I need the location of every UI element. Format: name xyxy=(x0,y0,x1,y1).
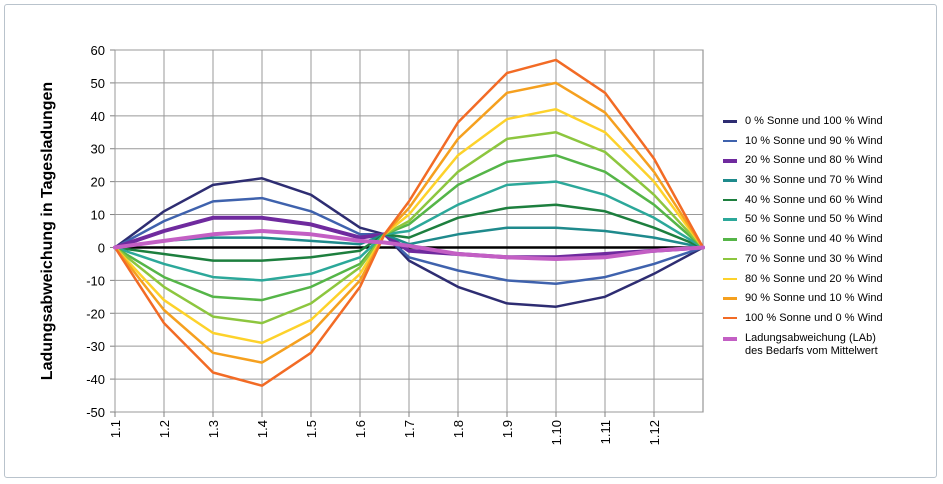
y-tick-label: 20 xyxy=(91,175,105,190)
x-tick-label: 1.9 xyxy=(500,420,515,438)
legend-swatch xyxy=(723,316,737,320)
series-line xyxy=(113,203,705,262)
legend-label: 40 % Sonne und 60 % Wind xyxy=(745,193,883,206)
legend-swatch xyxy=(723,179,737,182)
x-tick-label: 1.4 xyxy=(255,420,270,438)
legend-label: 30 % Sonne und 70 % Wind xyxy=(745,174,883,187)
legend-entry: 20 % Sonne und 80 % Wind xyxy=(723,154,938,174)
series-line xyxy=(113,154,705,302)
x-tick-label: 1.5 xyxy=(304,420,319,438)
panel-frame xyxy=(4,4,937,478)
series-line xyxy=(113,131,705,325)
legend-entry: 0 % Sonne und 100 % Wind xyxy=(723,115,938,135)
legend-swatch xyxy=(723,198,737,202)
series-line xyxy=(113,180,705,282)
x-tick-label: 1.11 xyxy=(598,420,613,444)
legend-label: 10 % Sonne und 90 % Wind xyxy=(745,134,883,147)
y-axis-title: Ladungsabweichung in Tagesladungen xyxy=(39,82,56,380)
x-tick-label: 1.12 xyxy=(647,420,662,445)
series-line xyxy=(113,229,705,261)
legend-label: 70 % Sonne und 30 % Wind xyxy=(745,252,883,265)
legend-entry: 40 % Sonne und 60 % Wind xyxy=(723,194,938,214)
legend-entry: 60 % Sonne und 40 % Wind xyxy=(723,233,938,253)
legend-label: 100 % Sonne und 0 % Wind xyxy=(745,311,883,324)
legend-entry: Ladungsabweichung (LAb) des Bedarfs vom … xyxy=(723,332,938,358)
y-tick-label: -50 xyxy=(86,405,105,420)
legend-swatch xyxy=(723,218,737,221)
series-line xyxy=(113,58,705,387)
legend-entry: 70 % Sonne und 30 % Wind xyxy=(723,253,938,273)
y-tick-label: -20 xyxy=(86,306,105,321)
y-tick-label: 0 xyxy=(98,240,105,255)
legend-label: 90 % Sonne und 10 % Wind xyxy=(745,292,883,305)
y-tick-label: 10 xyxy=(91,208,105,223)
x-tick-label: 1.10 xyxy=(549,420,564,445)
y-tick-label: -10 xyxy=(86,273,105,288)
y-tick-label: 60 xyxy=(91,43,105,58)
legend-swatch xyxy=(723,159,737,164)
y-tick-label: 40 xyxy=(91,109,105,124)
legend-entry: 90 % Sonne und 10 % Wind xyxy=(723,292,938,312)
y-tick-label: 30 xyxy=(91,142,105,157)
legend-entry: 30 % Sonne und 70 % Wind xyxy=(723,174,938,194)
legend-label: 20 % Sonne und 80 % Wind xyxy=(745,154,883,167)
legend-swatch xyxy=(723,139,737,143)
x-tick-label: 1.8 xyxy=(451,420,466,438)
legend-entry: 80 % Sonne und 20 % Wind xyxy=(723,273,938,293)
legend-swatch xyxy=(723,297,737,300)
legend-label: 80 % Sonne und 20 % Wind xyxy=(745,272,883,285)
x-tick-label: 1.3 xyxy=(206,420,221,438)
legend-label: Ladungsabweichung (LAb) des Bedarfs vom … xyxy=(745,331,878,357)
y-tick-label: -40 xyxy=(86,372,105,387)
legend-label: 50 % Sonne und 50 % Wind xyxy=(745,213,883,226)
legend-swatch xyxy=(723,257,737,261)
legend-entry: 100 % Sonne und 0 % Wind xyxy=(723,312,938,332)
x-tick-label: 1.7 xyxy=(402,420,417,438)
y-tick-label: -30 xyxy=(86,339,105,354)
series-line xyxy=(113,81,705,364)
legend: 0 % Sonne und 100 % Wind 10 % Sonne und 9… xyxy=(723,115,938,358)
y-tick-label: 50 xyxy=(91,76,105,91)
legend-label: 0 % Sonne und 100 % Wind xyxy=(745,115,883,127)
legend-swatch xyxy=(723,336,737,341)
legend-entry: 50 % Sonne und 50 % Wind xyxy=(723,213,938,233)
x-tick-label: 1.6 xyxy=(353,420,368,438)
legend-entry: 10 % Sonne und 90 % Wind xyxy=(723,135,938,155)
x-tick-label: 1.2 xyxy=(157,420,172,438)
legend-label: 60 % Sonne und 40 % Wind xyxy=(745,233,883,246)
x-tick-label: 1.1 xyxy=(108,420,123,438)
series-line xyxy=(113,107,705,345)
legend-swatch xyxy=(723,120,737,123)
legend-swatch xyxy=(723,277,737,280)
series-line xyxy=(113,226,705,249)
legend-swatch xyxy=(723,238,737,241)
